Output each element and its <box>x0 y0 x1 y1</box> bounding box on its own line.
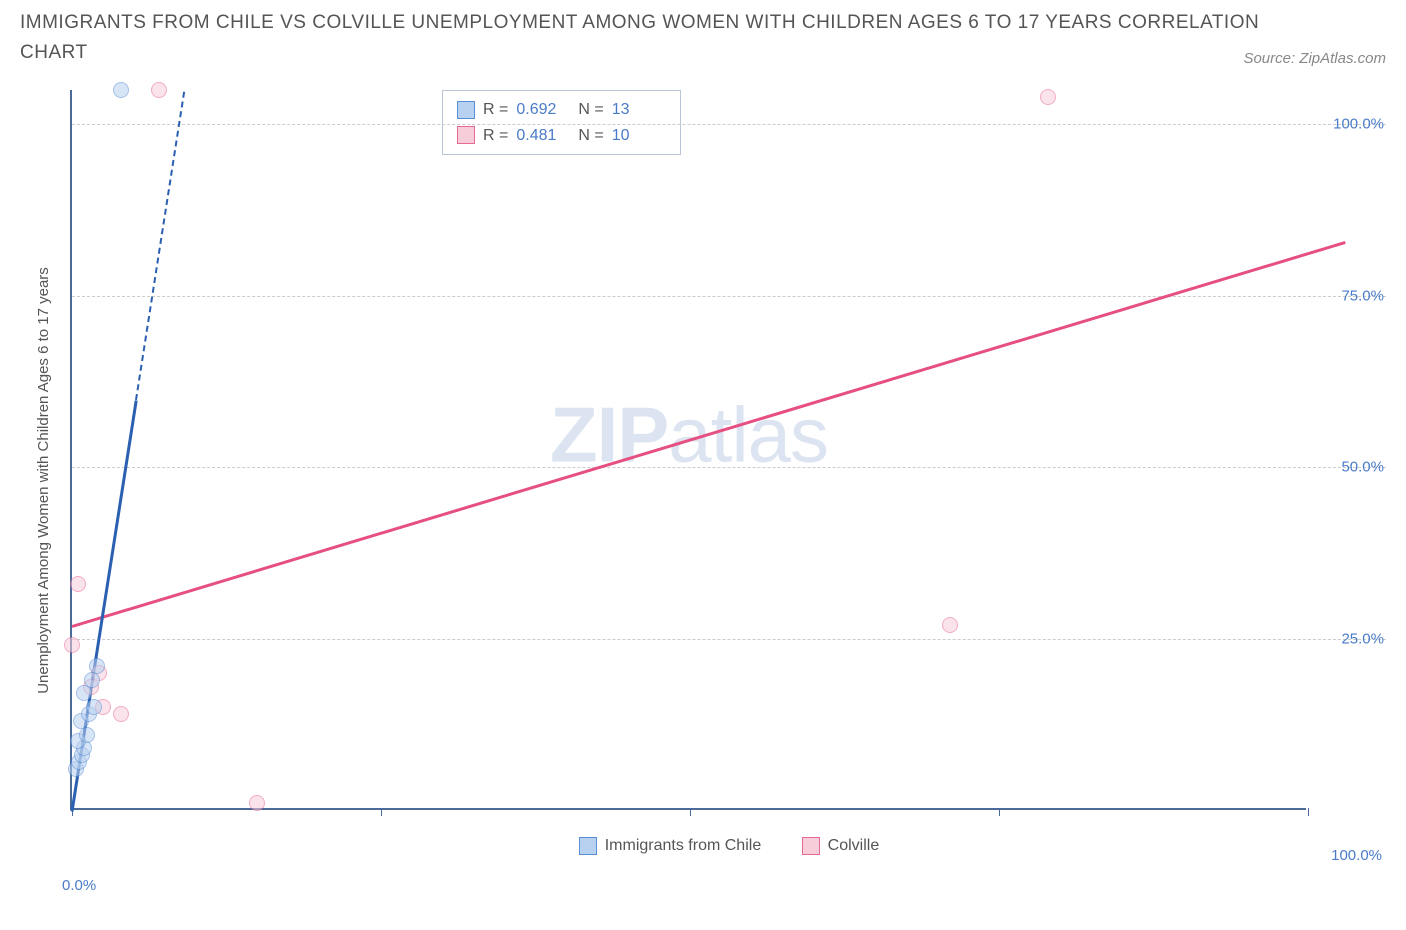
series-legend: Immigrants from Chile Colville <box>72 837 1386 860</box>
data-point-series1 <box>86 699 102 715</box>
data-point-series1 <box>79 727 95 743</box>
data-point-series2 <box>1040 89 1056 105</box>
legend-row-series2: R = 0.481 N = 10 <box>457 123 666 149</box>
data-point-series1 <box>113 82 129 98</box>
x-tick-min: 0.0% <box>62 877 96 894</box>
data-point-series1 <box>84 672 100 688</box>
x-tick-mark <box>999 808 1000 816</box>
x-tick-mark <box>1308 808 1309 816</box>
legend-item-series2: Colville <box>802 837 880 855</box>
plot-region: ZIPatlas R = 0.692 N = 13 R = 0.481 N = … <box>70 90 1306 810</box>
y-tick-label: 75.0% <box>1341 287 1384 304</box>
chart-title: IMMIGRANTS FROM CHILE VS COLVILLE UNEMPL… <box>20 8 1286 69</box>
correlation-legend: R = 0.692 N = 13 R = 0.481 N = 10 <box>442 90 681 155</box>
y-tick-label: 50.0% <box>1341 459 1384 476</box>
y-tick-label: 25.0% <box>1341 630 1384 647</box>
source-attribution: Source: ZipAtlas.com <box>1243 50 1386 67</box>
gridline-h <box>72 639 1386 640</box>
swatch-series1 <box>457 101 475 119</box>
chart-area: ZIPatlas R = 0.692 N = 13 R = 0.481 N = … <box>70 90 1386 870</box>
x-tick-mark <box>690 808 691 816</box>
y-axis-label: Unemployment Among Women with Children A… <box>28 90 58 870</box>
swatch-series2 <box>457 126 475 144</box>
legend-item-series1: Immigrants from Chile <box>579 837 761 855</box>
data-point-series2 <box>70 576 86 592</box>
gridline-h <box>72 467 1386 468</box>
y-tick-label: 100.0% <box>1333 116 1384 133</box>
x-tick-max: 100.0% <box>1331 847 1382 864</box>
gridline-h <box>72 296 1386 297</box>
data-point-series2 <box>942 617 958 633</box>
trend-line-extrapolated <box>135 91 185 400</box>
data-point-series1 <box>89 658 105 674</box>
x-tick-mark <box>381 808 382 816</box>
trend-line <box>72 241 1346 628</box>
data-point-series2 <box>113 706 129 722</box>
data-point-series2 <box>151 82 167 98</box>
gridline-h <box>72 124 1386 125</box>
swatch-series2 <box>802 837 820 855</box>
data-point-series2 <box>64 637 80 653</box>
data-point-series2 <box>249 795 265 811</box>
swatch-series1 <box>579 837 597 855</box>
data-point-series1 <box>76 685 92 701</box>
legend-row-series1: R = 0.692 N = 13 <box>457 97 666 123</box>
